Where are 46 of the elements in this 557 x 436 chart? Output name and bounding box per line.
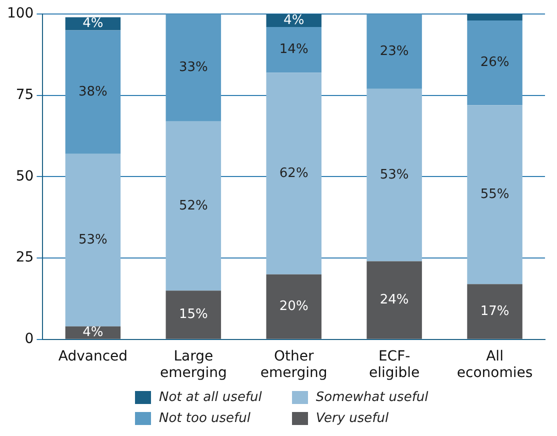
data-label: 53% <box>78 232 108 248</box>
data-label: 4% <box>82 16 104 32</box>
y-tick-label: 100 <box>6 6 34 22</box>
data-label: 53% <box>380 167 409 182</box>
data-label: 14% <box>279 42 308 58</box>
bar <box>166 121 222 291</box>
data-label: 26% <box>480 55 510 70</box>
x-tick-label: Large emerging <box>160 348 227 382</box>
data-label: 62% <box>279 166 308 181</box>
data-label: 17% <box>480 304 510 319</box>
data-label: 15% <box>178 307 208 322</box>
data-label: 24% <box>380 292 409 308</box>
y-tick-label: 75 <box>16 86 34 103</box>
y-tick-label: 0 <box>24 331 34 348</box>
bar <box>166 290 222 339</box>
y-tick-label: 50 <box>16 168 34 184</box>
legend-label: Very useful <box>316 411 389 426</box>
data-label: 4% <box>82 325 104 340</box>
data-label: 4% <box>284 12 304 28</box>
bar <box>366 14 422 89</box>
x-tick-label: Other emerging <box>260 348 328 382</box>
data-label: 55% <box>480 186 510 202</box>
data-label: 38% <box>78 84 108 100</box>
bar <box>65 154 121 326</box>
legend-label: Not too useful <box>159 411 250 426</box>
bar <box>266 72 322 274</box>
y-tick-label: 25 <box>16 250 34 266</box>
bar <box>266 27 322 73</box>
bar <box>266 274 322 339</box>
legend-label: Not at all useful <box>159 390 262 405</box>
bar <box>366 261 422 339</box>
bar <box>467 20 522 106</box>
data-label: 33% <box>178 60 208 76</box>
data-label: 23% <box>380 44 409 59</box>
legend-label: Somewhat useful <box>316 390 428 405</box>
bar <box>467 284 522 339</box>
bar <box>467 105 522 284</box>
bar <box>166 14 222 122</box>
data-label: 20% <box>279 298 308 314</box>
bar <box>65 30 121 154</box>
bar <box>467 14 522 21</box>
bar <box>366 88 422 262</box>
x-tick-label: ECF-eligible <box>369 348 420 382</box>
x-tick-label: Advanced <box>58 348 128 364</box>
x-tick-label: All economies <box>456 348 533 382</box>
data-label: 52% <box>178 198 208 214</box>
